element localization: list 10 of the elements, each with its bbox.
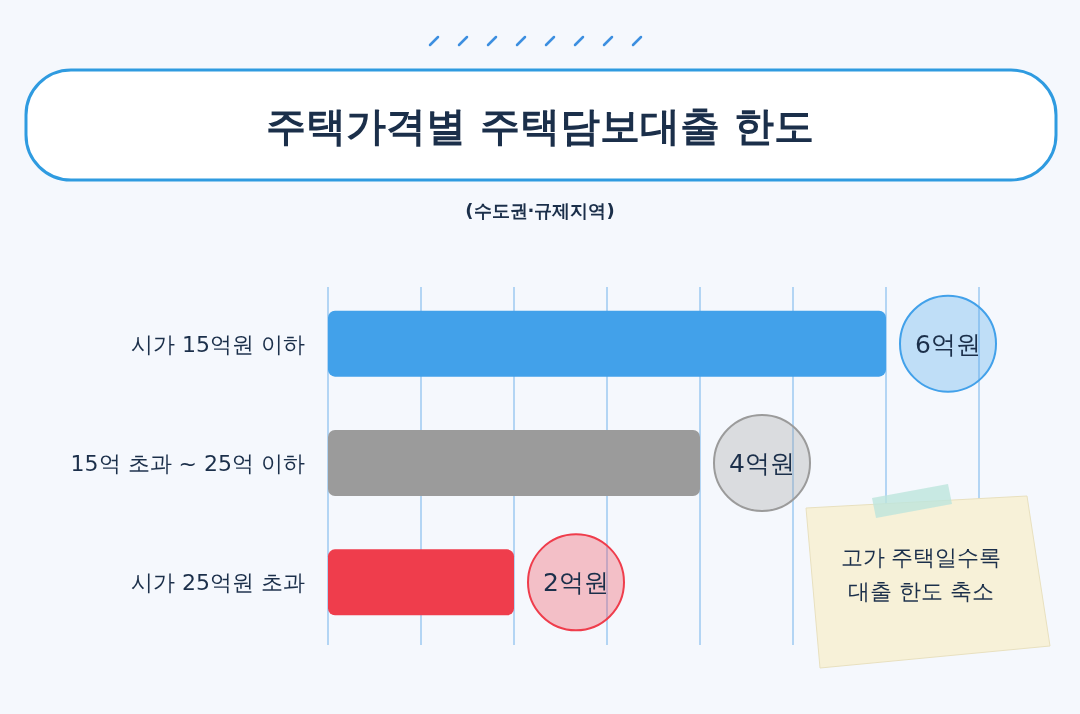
y-tick-label: 15억 초과 ~ 25억 이하: [70, 451, 305, 476]
chart-subtitle: (수도권·규제지역): [465, 200, 615, 221]
chart-title: 주택가격별 주택담보대출 한도: [266, 103, 814, 149]
data-label: 4억원: [729, 449, 795, 478]
y-tick-label: 시가 15억원 이하: [131, 331, 305, 357]
note: 고가 주택일수록 대출 한도 축소: [805, 484, 1051, 669]
annotation: 고가 주택일수록 대출 한도 축소: [840, 545, 1002, 604]
data-label: 6억원: [915, 329, 981, 359]
data-label: 2억원: [543, 568, 609, 598]
y-tick-label: 시가 25억원 초과: [131, 570, 305, 596]
